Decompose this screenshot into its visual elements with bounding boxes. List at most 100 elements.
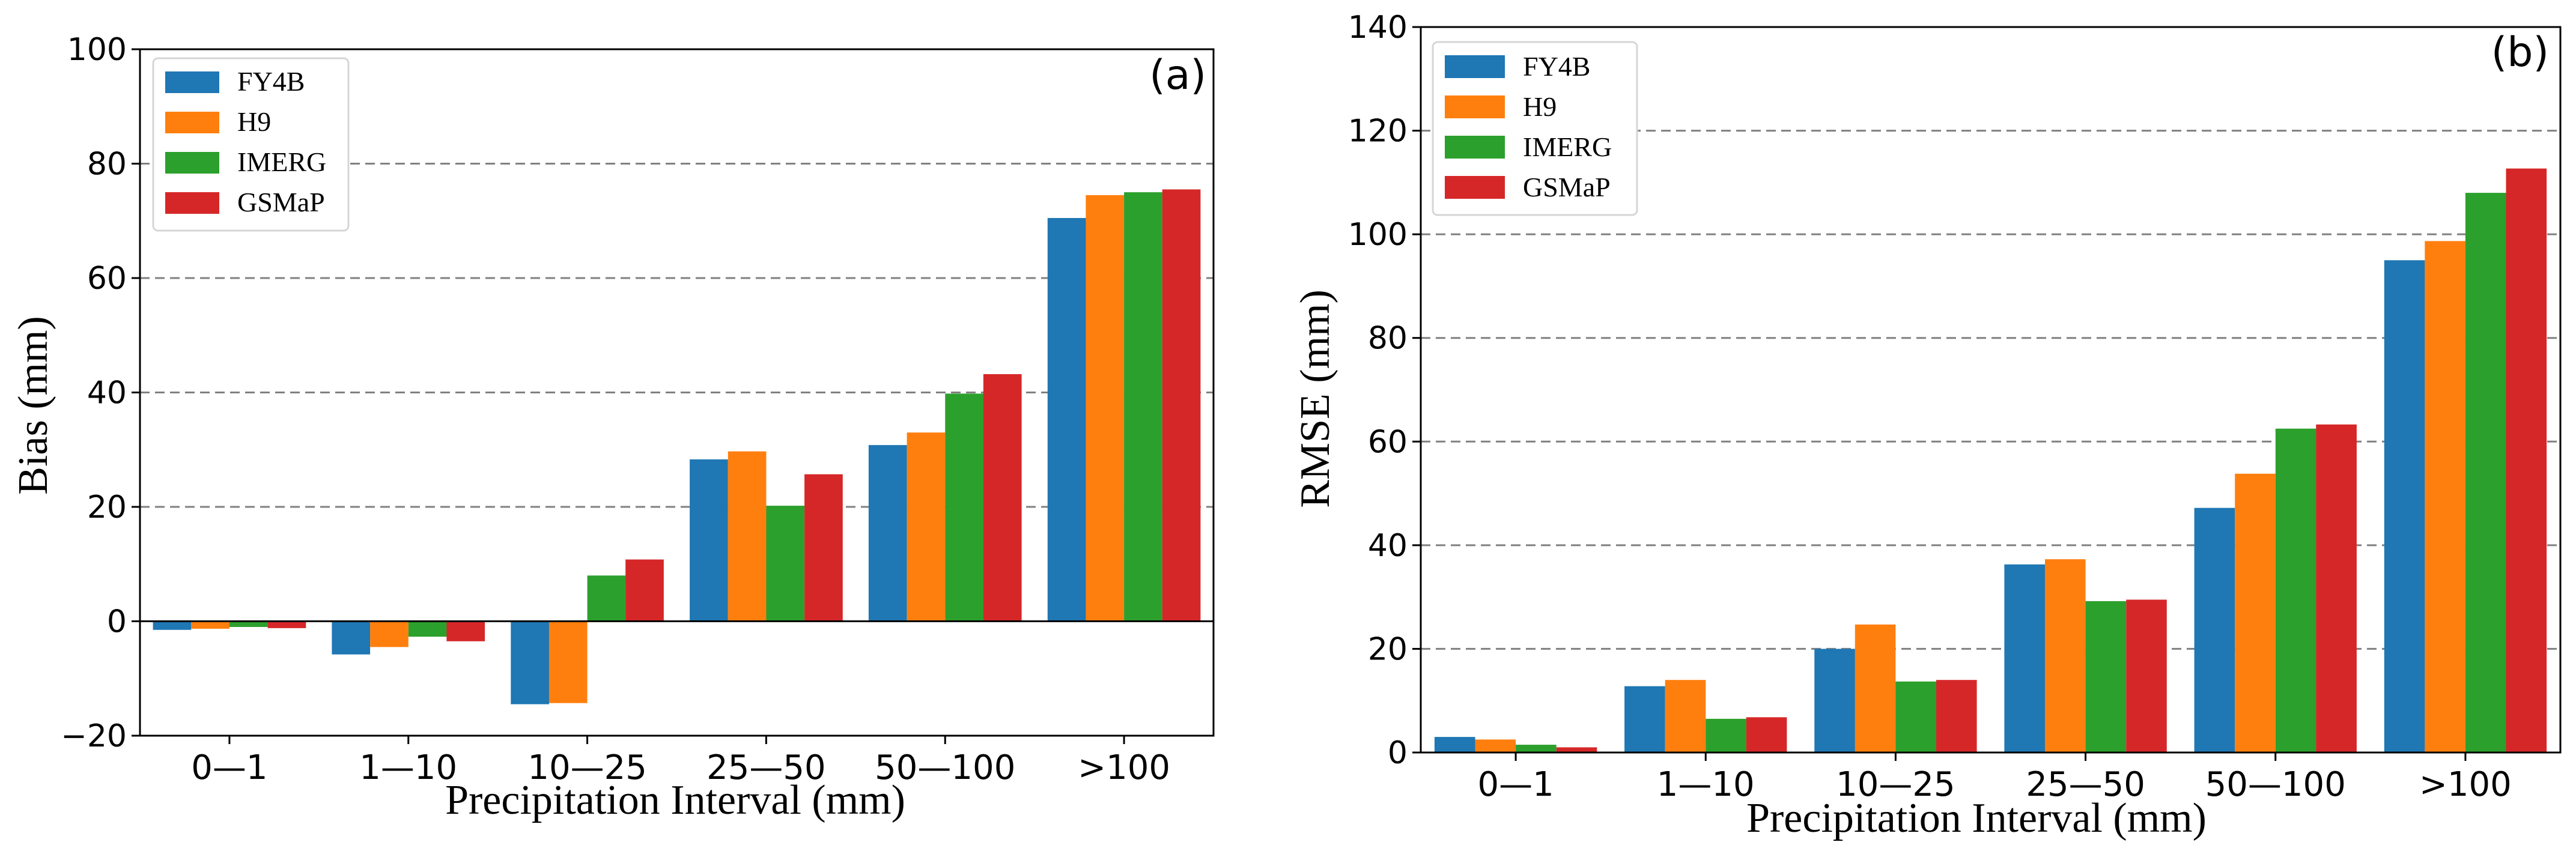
panel-a-bar-fy4b-1 [332, 621, 371, 655]
panel-b-bar-imerg-1 [1706, 718, 1746, 752]
panel-b-bar-gsmap-2 [1936, 680, 1977, 752]
panel-a-bar-fy4b-0 [153, 621, 192, 630]
panel-b-y-tick-label: 40 [1368, 528, 1408, 564]
panel-a-bar-h9-4 [907, 432, 946, 622]
panel-a-bar-h9-1 [370, 621, 409, 647]
panel-a-bar-h9-0 [191, 621, 229, 629]
panel-b-y-tick-label: 20 [1368, 631, 1408, 667]
panel-b-legend-label-gsmap: GSMaP [1523, 172, 1611, 202]
panel-a-x-tick-label: 10—25 [527, 748, 647, 787]
panel-b-bar-gsmap-1 [1746, 717, 1787, 752]
panel-a-bias: −20 0 20 40 60 80 100 0—1 1—10 10—25 25—50 50—100 >… [10, 32, 1215, 823]
panel-b-bar-imerg-4 [2275, 428, 2316, 752]
panel-a-bar-imerg-4 [945, 393, 983, 622]
panel-b-axes-frame [1420, 26, 2562, 754]
panel-b-x-tick-label: 50—100 [2205, 765, 2346, 804]
panel-b-bar-h9-4 [2235, 473, 2276, 752]
panel-b-bar-fy4b-5 [2384, 260, 2425, 752]
panel-b-y-tick-label: 80 [1368, 321, 1408, 357]
panel-b-bar-imerg-0 [1516, 745, 1557, 752]
panel-b-y-tick-label: 120 [1348, 114, 1408, 150]
panel-a-y-tick-label: −20 [61, 718, 127, 754]
panel-b-bar-gsmap-3 [2126, 599, 2167, 752]
panel-a-x-tick-label: 0—1 [191, 748, 267, 787]
panel-a-bar-h9-2 [548, 621, 588, 703]
panel-a-legend-swatch-fy4b [165, 71, 219, 93]
panel-a-legend-swatch-gsmap [165, 192, 219, 214]
panel-a-gridlines [140, 163, 1214, 508]
panel-b-y-ticks: 0 20 40 60 80 100 120 140 [1348, 10, 1421, 771]
panel-a-legend-swatch-imerg [165, 152, 219, 174]
panel-b-bar-gsmap-4 [2316, 424, 2357, 752]
panel-b-bar-imerg-5 [2465, 193, 2506, 753]
panel-a-legend-label-fy4b: FY4B [237, 66, 305, 97]
panel-a-bar-imerg-5 [1124, 192, 1162, 622]
panel-b-y-tick-label: 140 [1348, 10, 1408, 46]
panel-b-legend-items: FY4B H9 IMERG GSMaP [1445, 51, 1612, 202]
panel-a-y-ticks: −20 0 20 40 60 80 100 [61, 32, 140, 754]
panel-a-legend-swatch-h9 [165, 112, 219, 133]
panel-b-bar-h9-1 [1665, 680, 1706, 752]
panel-a-bar-gsmap-1 [446, 621, 485, 641]
panel-b-bar-imerg-3 [2085, 601, 2127, 752]
panel-a-x-tick-label: 25—50 [706, 748, 826, 787]
panel-b-legend-label-fy4b: FY4B [1523, 51, 1590, 82]
panel-a-legend-items: FY4B H9 IMERG GSMaP [165, 66, 326, 217]
panel-a-bar-h9-5 [1086, 195, 1125, 622]
panel-a-y-tick-label: 40 [87, 375, 127, 411]
panel-a-bar-fy4b-3 [690, 459, 728, 622]
panel-a-bar-gsmap-3 [804, 474, 843, 622]
panel-a-y-tick-label: 60 [87, 261, 127, 297]
panel-b-y-tick-label: 100 [1348, 217, 1408, 253]
panel-a-y-tick-label: 80 [87, 147, 127, 183]
panel-a-label: (a) [1149, 52, 1206, 99]
panel-b-x-tick-label: 0—1 [1477, 765, 1554, 804]
panel-b-bar-h9-3 [2045, 559, 2086, 752]
panel-b-x-tick-label: 25—50 [2026, 765, 2145, 804]
panel-b-legend-swatch-h9 [1445, 95, 1505, 118]
panel-a-y-axis-label: Bias (mm) [10, 316, 56, 494]
panel-a-x-tick-label: >100 [1078, 748, 1170, 787]
panel-b-x-axis-label: Precipitation Interval (mm) [1746, 795, 2207, 841]
panel-a-legend-label-imerg: IMERG [237, 147, 326, 177]
panel-a-x-tick-label: 1—10 [359, 748, 457, 787]
panel-a-bars [153, 189, 1201, 704]
panel-b-x-ticks: 0—1 1—10 10—25 25—50 50—100 >100 [1477, 752, 2512, 804]
panel-a-bar-imerg-1 [408, 621, 447, 637]
panel-a-legend-label-h9: H9 [237, 106, 271, 137]
panel-b-legend-label-h9: H9 [1523, 91, 1557, 122]
panel-b-bar-fy4b-1 [1624, 686, 1665, 752]
panel-a-bar-h9-3 [728, 451, 767, 622]
panel-b-gridlines [1421, 130, 2560, 650]
panel-b-legend-swatch-fy4b [1445, 55, 1505, 78]
panel-b-bars [1434, 168, 2547, 753]
panel-b-y-axis-label: RMSE (mm) [1292, 289, 1338, 508]
panel-b-bar-fy4b-0 [1434, 737, 1475, 752]
panel-a-bar-imerg-2 [587, 575, 626, 622]
panel-a-bar-fy4b-4 [868, 445, 907, 622]
panel-b-legend-box [1432, 41, 1638, 216]
panel-b-x-tick-label: 10—25 [1836, 765, 1955, 804]
panel-a-y-tick-label: 100 [67, 32, 127, 68]
panel-b-x-tick-label: 1—10 [1657, 765, 1755, 804]
panel-b-y-tick-label: 0 [1388, 735, 1408, 771]
panel-b-bar-gsmap-5 [2506, 168, 2547, 753]
panel-a-bar-fy4b-5 [1047, 218, 1086, 622]
panel-a-bar-gsmap-0 [267, 621, 306, 628]
panel-a-bar-fy4b-2 [511, 621, 549, 704]
panel-a-bar-gsmap-5 [1162, 189, 1201, 622]
panel-b-label: (b) [2491, 29, 2549, 76]
panel-a-legend-box [152, 57, 350, 232]
panel-b-bar-gsmap-0 [1556, 747, 1597, 752]
panel-b-legend-label-imerg: IMERG [1523, 132, 1612, 162]
panel-b-bar-fy4b-3 [2004, 564, 2045, 752]
panel-a-bar-gsmap-4 [983, 374, 1022, 622]
panel-a-y-tick-label: 0 [107, 604, 127, 640]
panel-a-x-ticks: 0—1 1—10 10—25 25—50 50—100 >100 [191, 736, 1170, 787]
panel-b-bar-fy4b-2 [1814, 649, 1855, 752]
panel-b-legend: FY4B H9 IMERG GSMaP [1432, 41, 1638, 216]
panel-b-bar-fy4b-4 [2194, 507, 2235, 752]
panel-a-legend-label-gsmap: GSMaP [237, 187, 325, 217]
panel-a-legend: FY4B H9 IMERG GSMaP [152, 57, 350, 232]
